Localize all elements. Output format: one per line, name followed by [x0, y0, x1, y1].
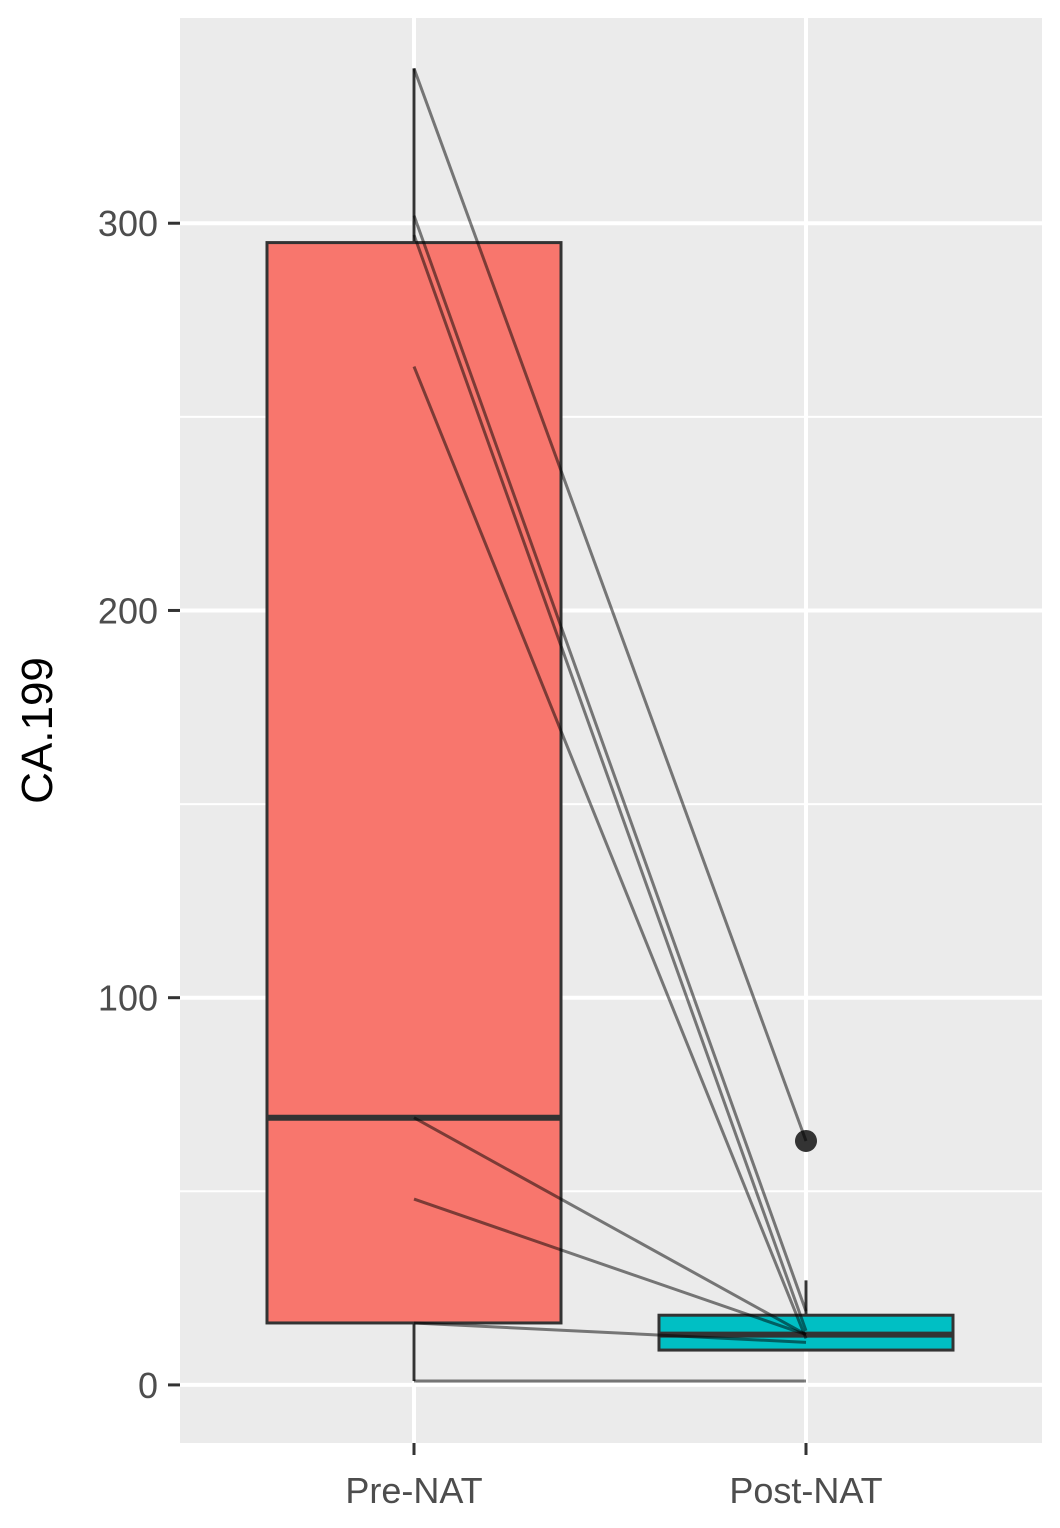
- y-tick-label: 100: [98, 978, 158, 1019]
- box-iqr: [265, 241, 563, 1325]
- y-tick-label: 0: [138, 1365, 158, 1406]
- paired-lines-layer: [412, 67, 808, 1383]
- y-tick-label: 300: [98, 203, 158, 244]
- paired-line: [413, 1321, 807, 1344]
- x-tick-label: Pre-NAT: [345, 1470, 482, 1511]
- y-axis-title: CA.199: [13, 657, 62, 804]
- box-pre-nat: [265, 68, 563, 1382]
- x-tick-label: Post-NAT: [729, 1470, 882, 1511]
- box-layer: [265, 68, 955, 1382]
- paired-line: [412, 234, 808, 1332]
- axis-layer: 0 100 200 300 Pre-NAT Post-NAT: [98, 203, 883, 1511]
- paired-line: [413, 1116, 807, 1336]
- paired-line: [412, 214, 808, 1312]
- box-post-nat: [657, 1129, 955, 1352]
- paired-line: [413, 1197, 807, 1336]
- paired-line: [412, 67, 808, 1142]
- y-tick-label: 200: [98, 590, 158, 631]
- paired-line: [412, 365, 808, 1340]
